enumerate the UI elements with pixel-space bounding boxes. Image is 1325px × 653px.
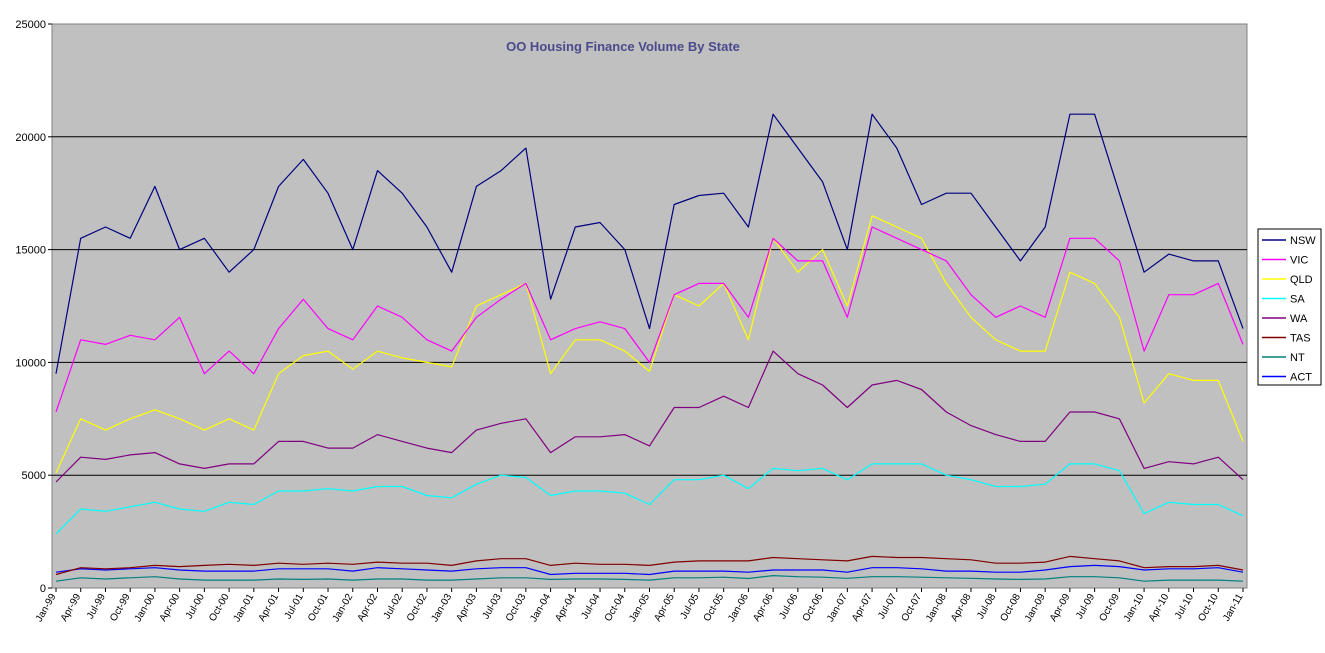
x-tick-label: Oct-05 — [702, 592, 727, 624]
x-tick-label: Jan-09 — [1023, 592, 1048, 624]
y-tick-label: 10000 — [15, 357, 46, 369]
series-line-nsw — [55, 113, 1244, 374]
series-line-tas — [55, 555, 1244, 576]
gridlines — [52, 136, 1247, 476]
x-tick-label: Apr-01 — [257, 592, 282, 624]
legend: NSW VIC QLD SA WA TAS NT ACT — [1257, 228, 1322, 386]
x-tick-label: Oct-10 — [1196, 592, 1221, 624]
x-tick-label: Jan-03 — [429, 592, 454, 624]
x-tick-label: Jan-04 — [528, 592, 553, 624]
series-line-vic — [55, 226, 1244, 413]
x-tick-label: Apr-10 — [1147, 592, 1172, 624]
x-tick-label: Jul-09 — [1074, 592, 1097, 621]
x-tick-label: Oct-07 — [900, 592, 925, 624]
y-tick-label: 15000 — [15, 245, 46, 257]
y-tick-label: 0 — [40, 583, 46, 595]
x-tick-label: Apr-08 — [949, 592, 974, 624]
x-tick-label: Oct-02 — [405, 592, 430, 624]
x-tick-label: Apr-99 — [59, 592, 84, 624]
series-line-nt — [55, 574, 1244, 582]
x-tick-label: Oct-03 — [504, 592, 529, 624]
x-tick-label: Jul-03 — [481, 592, 504, 621]
x-axis-ticks: Jan-99 Apr-99 Jul-99 Oct-99 Jan-00 Apr-00 Jul-… — [34, 588, 1246, 624]
x-tick-label: Jul-10 — [1173, 592, 1196, 621]
legend-label-wa: WA — [1290, 313, 1308, 325]
x-tick-label: Jul-00 — [184, 592, 207, 621]
legend-label-qld: QLD — [1290, 274, 1313, 286]
legend-label-act: ACT — [1290, 372, 1312, 384]
y-axis-ticks: 0 5000 10000 15000 20000 25000 — [15, 19, 52, 595]
x-tick-label: Apr-03 — [454, 592, 479, 624]
series-line-wa — [55, 350, 1244, 483]
x-tick-label: Apr-09 — [1048, 592, 1073, 624]
x-tick-label: Jan-05 — [627, 592, 652, 624]
y-tick-label: 25000 — [15, 19, 46, 31]
plot-area — [51, 23, 1248, 589]
y-tick-label: 5000 — [22, 470, 46, 482]
x-tick-label: Jul-01 — [283, 592, 306, 621]
x-tick-label: Apr-00 — [158, 592, 183, 624]
series-line-sa — [55, 463, 1244, 535]
series-line-qld — [55, 215, 1244, 474]
x-tick-label: Oct-06 — [801, 592, 826, 624]
x-tick-label: Apr-04 — [553, 592, 578, 624]
x-tick-label: Apr-06 — [751, 592, 776, 624]
x-tick-label: Jul-08 — [975, 592, 998, 621]
legend-label-nt: NT — [1290, 352, 1305, 364]
series-line-act — [55, 564, 1244, 576]
x-tick-label: Jul-02 — [382, 592, 405, 621]
legend-label-sa: SA — [1290, 294, 1305, 306]
x-tick-label: Apr-05 — [652, 592, 677, 624]
x-tick-label: Apr-07 — [850, 592, 875, 624]
x-tick-label: Jan-10 — [1122, 592, 1147, 624]
x-tick-label: Jan-06 — [726, 592, 751, 624]
legend-label-vic: VIC — [1290, 255, 1308, 267]
x-tick-label: Jan-01 — [232, 592, 257, 624]
legend-label-nsw: NSW — [1290, 235, 1316, 247]
x-tick-label: Jul-04 — [579, 592, 602, 621]
x-tick-label: Jul-06 — [777, 592, 800, 621]
series-lines — [55, 113, 1244, 582]
x-tick-label: Oct-04 — [603, 592, 628, 624]
x-tick-label: Oct-08 — [999, 592, 1024, 624]
x-tick-label: Oct-01 — [306, 592, 331, 624]
x-tick-label: Oct-99 — [108, 592, 133, 624]
x-tick-label: Jan-08 — [924, 592, 949, 624]
legend-box — [1257, 228, 1322, 386]
legend-label-tas: TAS — [1290, 333, 1311, 345]
x-tick-label: Jul-07 — [876, 592, 899, 621]
x-tick-label: Apr-02 — [356, 592, 381, 624]
x-tick-label: Jan-02 — [331, 592, 356, 624]
x-tick-label: Oct-00 — [207, 592, 232, 624]
x-tick-label: Jul-99 — [85, 592, 108, 621]
chart-title: OO Housing Finance Volume By State — [506, 39, 740, 54]
x-tick-label: Jan-07 — [825, 592, 850, 624]
x-tick-label: Jul-05 — [678, 592, 701, 621]
x-tick-label: Jan-99 — [34, 592, 59, 624]
x-tick-label: Jan-11 — [1221, 592, 1246, 624]
x-tick-label: Oct-09 — [1097, 592, 1122, 624]
y-tick-label: 20000 — [15, 132, 46, 144]
x-tick-label: Jan-00 — [133, 592, 158, 624]
